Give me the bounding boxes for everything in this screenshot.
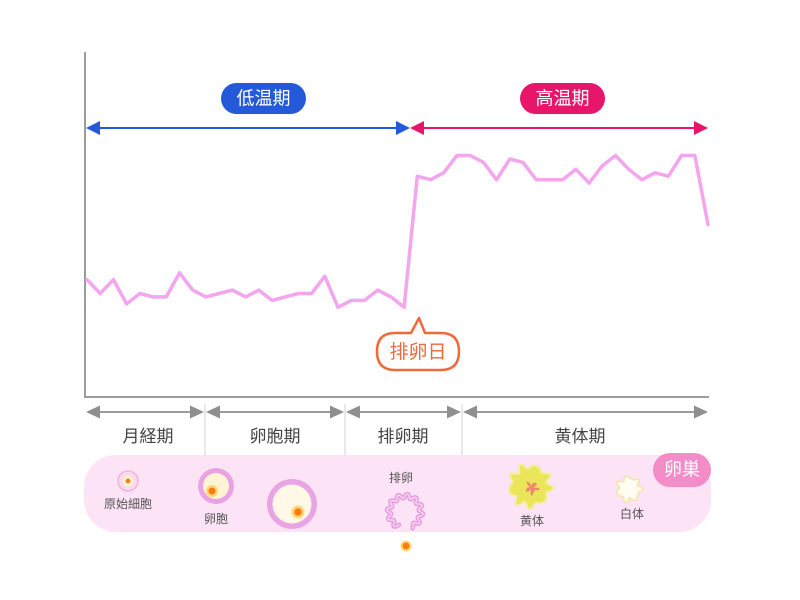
corpus-albicans-body (616, 475, 644, 504)
oocyte-dot (125, 478, 131, 484)
ruptured-follicle-icon (384, 491, 426, 552)
oocyte-dot (294, 508, 302, 516)
phase-label-luteal: 黄体期 (555, 427, 606, 447)
primordial-follicle-icon (117, 470, 139, 492)
mature-follicle-icon (267, 479, 317, 529)
stage-label-primordial: 原始細胞 (104, 497, 152, 511)
released-egg-dot (402, 542, 410, 550)
stage-label-albicans: 白体 (620, 506, 644, 521)
temperature-series-line (85, 153, 710, 310)
low-range-arrowhead-right (396, 121, 410, 135)
corpus-albicans-icon (616, 475, 644, 504)
ovary-badge (653, 453, 711, 487)
stage-label-follicle: 卵胞 (204, 512, 228, 526)
low-temperature-badge (221, 83, 306, 114)
phase-arrows: 月経期 卵胞期 排卵期 黄体期 (86, 404, 708, 455)
phase-arrowhead-right (190, 405, 204, 419)
phase-arrowhead-left (206, 405, 220, 419)
high-range-arrowhead-right (694, 121, 708, 135)
high-temperature-range: 高温期 (410, 83, 708, 135)
phase-arrowhead-left (86, 405, 100, 419)
ovary-label: 卵巣 (664, 460, 700, 481)
high-temperature-label: 高温期 (536, 89, 590, 110)
phase-arrow-menstrual (86, 405, 204, 419)
corpus-luteum-core (525, 481, 540, 496)
phase-label-follicular: 卵胞期 (250, 427, 301, 447)
phase-arrowhead-right (694, 405, 708, 419)
phase-arrow-luteal (463, 405, 708, 419)
phase-label-menstrual: 月経期 (123, 427, 174, 447)
phase-arrowhead-left (346, 405, 360, 419)
corpus-luteum-icon (508, 463, 555, 511)
phase-label-ovulatory: 排卵期 (378, 427, 429, 447)
oocyte-dot (208, 487, 216, 495)
follicle-inner (272, 484, 312, 524)
high-range-arrowhead-left (410, 121, 424, 135)
high-temperature-badge (520, 83, 605, 114)
phase-arrow-follicular (206, 405, 344, 419)
ovulation-day-label: 排卵日 (389, 341, 446, 363)
ruptured-follicle-highlight (386, 493, 424, 529)
low-temperature-label: 低温期 (237, 89, 291, 110)
phase-arrowhead-right (330, 405, 344, 419)
low-temperature-range: 低温期 (86, 83, 410, 135)
follicle-icon (198, 468, 234, 504)
stage-label-ovulation: 排卵 (389, 471, 413, 485)
stage-label-luteum: 黄体 (520, 514, 544, 528)
ovulation-day-callout: 排卵日 (375, 316, 461, 372)
callout-bubble (375, 316, 461, 372)
phase-arrowhead-left (463, 405, 477, 419)
phase-arrowhead-right (447, 405, 461, 419)
low-range-arrowhead-left (86, 121, 100, 135)
phase-arrow-ovulatory (346, 405, 461, 419)
ovary-strip: 原始細胞 卵胞 排卵 黄体 (84, 453, 711, 552)
